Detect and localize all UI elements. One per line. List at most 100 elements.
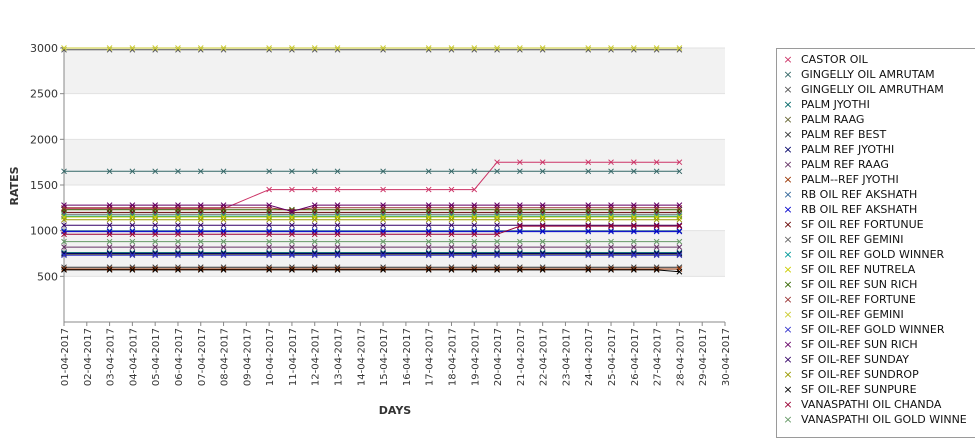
data-point <box>106 45 113 51</box>
legend-item: × PALM RAAG <box>777 112 975 127</box>
data-point <box>380 266 386 272</box>
data-point <box>653 227 660 234</box>
data-point <box>448 244 455 250</box>
data-point <box>608 159 614 166</box>
legend-item: × GINGELLY OIL AMRUTHAM <box>777 82 975 97</box>
data-point <box>448 168 455 175</box>
data-point <box>539 238 546 245</box>
legend-item: × SF OIL REF SUN RICH <box>777 277 975 292</box>
data-point <box>129 238 136 245</box>
data-point <box>266 266 272 272</box>
data-point <box>676 45 683 51</box>
data-point <box>220 231 227 238</box>
data-point <box>653 223 660 229</box>
data-point <box>448 222 455 229</box>
data-point <box>676 202 683 208</box>
data-point <box>425 267 432 273</box>
legend-marker-icon: × <box>783 293 793 306</box>
data-point <box>380 186 386 193</box>
legend-item: × SF OIL-REF FORTUNE <box>777 292 975 307</box>
data-point <box>471 267 478 273</box>
data-point <box>585 216 592 223</box>
data-point <box>494 252 500 259</box>
data-point <box>471 45 478 51</box>
x-tick-label: 21-04-2017 <box>516 328 527 386</box>
x-tick-label: 02-04-2017 <box>83 328 94 386</box>
data-point <box>311 45 318 51</box>
data-point <box>517 227 523 234</box>
data-point <box>630 267 637 273</box>
data-point <box>539 266 546 272</box>
data-point <box>266 238 272 245</box>
data-point <box>448 202 455 208</box>
data-point <box>517 251 523 258</box>
data-point <box>608 266 614 272</box>
x-tick-label: 12-04-2017 <box>311 328 322 386</box>
legend-item: × GINGELLY OIL AMRUTAM <box>777 67 975 82</box>
data-point <box>61 267 67 273</box>
legend-label: VANASPATHI OIL CHANDA <box>801 398 942 411</box>
data-point <box>585 228 592 235</box>
series-19 <box>61 202 683 215</box>
data-point <box>539 252 546 259</box>
plot-band <box>64 93 725 140</box>
data-point <box>653 222 660 229</box>
data-point <box>517 244 523 250</box>
data-point <box>197 238 204 245</box>
data-point <box>197 251 204 258</box>
data-point <box>61 244 67 250</box>
legend-marker-icon: × <box>783 338 793 351</box>
legend-item: × SF OIL REF GOLD WINNER <box>777 247 975 262</box>
legend-label: PALM REF BEST <box>801 128 887 141</box>
data-point <box>630 251 637 258</box>
data-point <box>425 202 432 208</box>
data-point <box>129 252 136 259</box>
data-point <box>175 202 181 208</box>
data-point <box>517 252 523 259</box>
data-point <box>220 238 227 245</box>
legend-label: VANASPATHI OIL GOLD WINNE <box>801 413 967 426</box>
series-10 <box>61 228 683 235</box>
x-tick-label: 14-04-2017 <box>356 328 367 386</box>
data-point <box>471 231 478 238</box>
x-axis-label: DAYS <box>379 404 412 417</box>
x-tick-label: 16-04-2017 <box>402 328 413 386</box>
data-point <box>653 244 660 250</box>
legend-label: SF OIL REF NUTRELA <box>801 263 916 276</box>
x-tick-label: 23-04-2017 <box>561 328 572 386</box>
data-point <box>630 222 637 229</box>
data-point <box>653 216 660 223</box>
legend-item: × PALM REF JYOTHI <box>777 142 975 157</box>
plot-band <box>64 48 725 94</box>
data-point <box>585 244 592 250</box>
data-point <box>197 267 204 273</box>
data-point <box>471 216 478 223</box>
data-point <box>380 231 386 238</box>
data-point <box>630 238 637 245</box>
data-point <box>129 202 136 208</box>
data-point <box>311 231 318 238</box>
series-group <box>61 45 683 275</box>
data-point <box>494 244 500 250</box>
data-point <box>585 267 592 273</box>
data-point <box>608 228 614 235</box>
data-point <box>425 252 432 259</box>
x-tick-label: 28-04-2017 <box>675 328 686 386</box>
series-18 <box>61 252 683 259</box>
data-point <box>425 244 432 250</box>
data-point <box>380 251 386 258</box>
legend-item: × SF OIL-REF SUNDROP <box>777 367 975 382</box>
data-point <box>175 216 181 223</box>
data-point <box>266 251 272 258</box>
data-point <box>289 231 295 238</box>
data-point <box>676 251 683 258</box>
data-point <box>425 216 432 223</box>
data-point <box>106 267 113 273</box>
data-point <box>289 45 295 51</box>
x-tick-label: 20-04-2017 <box>493 328 504 386</box>
data-point <box>106 216 113 223</box>
data-point <box>539 202 546 208</box>
plot-band <box>64 276 725 322</box>
x-tick-label: 30-04-2017 <box>721 328 732 386</box>
data-point <box>220 216 227 223</box>
